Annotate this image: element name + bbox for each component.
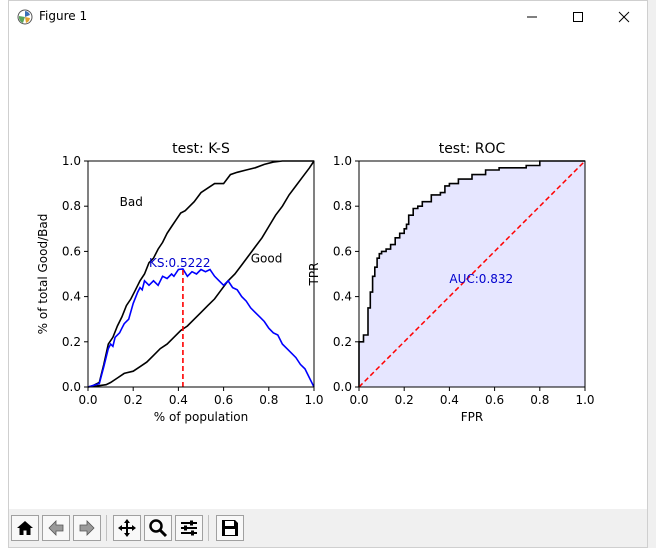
ks-ytick-label: 0.0 [62,380,81,394]
roc-ytick-label: 1.0 [333,154,352,168]
configure-subplots-button[interactable] [175,515,203,541]
roc-ytick-label: 0.8 [333,199,352,213]
roc-title: test: ROC [439,141,506,157]
ks-xtick-label: 1.0 [304,393,323,407]
navigation-toolbar [9,509,647,547]
figure-svg: 0.0 0.2 0.4 0.6 0.8 1.0 0.0 0.2 0.4 0.6 0.8 1.0 test… [36,141,595,424]
ks-ytick-label: 0.8 [62,199,81,213]
forward-button[interactable] [73,515,101,541]
figure-window: Figure 1 0.0 0.2 0.4 0.6 0.8 1.0 0.0 0.2 0.4 0.6 0… [8,0,648,548]
roc-ytick-label: 0.4 [333,290,352,304]
ks-ylabel: % of total Good/Bad [36,214,50,335]
matplotlib-icon [17,9,33,25]
desktop-background-right [648,0,656,555]
title-bar[interactable]: Figure 1 [9,1,647,32]
desktop-background-bottom [0,548,656,555]
ks-ytick-label: 0.6 [62,244,81,258]
window-title: Figure 1 [39,9,88,23]
roc-line-random [358,160,586,388]
toolbar-separator [208,515,209,541]
close-button[interactable] [601,1,647,32]
ks-annotation: Good [251,252,283,266]
maximize-button[interactable] [555,1,601,32]
forward-arrow-icon [79,520,95,536]
figure-canvas[interactable]: 0.0 0.2 0.4 0.6 0.8 1.0 0.0 0.2 0.4 0.6 0.8 1.0 test… [9,32,647,509]
ks-line-good [87,160,315,388]
minimize-button[interactable] [509,1,555,32]
pan-button[interactable] [113,515,141,541]
ks-title: test: K-S [172,141,230,157]
configure-subplots-icon [181,520,197,536]
roc-ytick-label: 0.6 [333,244,352,258]
ks-line-ks [87,268,315,388]
roc-ylabel: TPR [307,263,321,287]
desktop-background-left [0,0,8,555]
roc-xtick-label: 0.2 [395,393,414,407]
roc-axes: 0.0 0.2 0.4 0.6 0.8 1.0 0.0 0.2 0.4 0.6 0.8 1.0 test… [307,141,595,424]
ks-line-bad [87,160,314,388]
ks-xtick-label: 0.2 [124,393,143,407]
ks-ytick-label: 0.2 [62,335,81,349]
home-icon [17,521,33,535]
save-floppy-icon [222,520,238,536]
roc-auc-fill [359,161,585,387]
roc-ytick-label: 0.0 [333,380,352,394]
roc-xlabel: FPR [461,410,483,424]
zoom-magnifier-icon [149,519,168,538]
zoom-button[interactable] [144,515,172,541]
roc-xtick-label: 0.6 [485,393,504,407]
ks-annotation: KS:0.5222 [149,256,211,270]
roc-xtick-label: 0.0 [349,393,368,407]
ks-xtick-label: 0.4 [169,393,188,407]
back-arrow-icon [48,520,64,536]
maximize-icon [573,11,583,22]
ks-xtick-label: 0.8 [259,393,278,407]
ks-axes: 0.0 0.2 0.4 0.6 0.8 1.0 0.0 0.2 0.4 0.6 0.8 1.0 test… [36,141,324,424]
ks-axes-frame [87,160,315,388]
ks-ytick-label: 0.4 [62,290,81,304]
roc-axes-frame [358,160,586,388]
pan-move-icon [118,519,136,537]
home-button[interactable] [11,515,39,541]
roc-ytick-label: 0.2 [333,335,352,349]
minimize-icon [527,16,537,17]
roc-annotation: AUC:0.832 [449,272,513,286]
ks-ytick-label: 1.0 [62,154,81,168]
ks-xtick-label: 0.6 [214,393,233,407]
toolbar-separator [106,515,107,541]
roc-xtick-label: 0.8 [530,393,549,407]
ks-xlabel: % of population [154,410,248,424]
ks-annotation: Bad [120,195,143,209]
roc-xtick-label: 1.0 [575,393,594,407]
roc-line-roc [358,160,585,387]
roc-xtick-label: 0.4 [440,393,459,407]
ks-xtick-label: 0.0 [78,393,97,407]
close-icon [618,11,630,22]
save-button[interactable] [216,515,244,541]
back-button[interactable] [42,515,70,541]
